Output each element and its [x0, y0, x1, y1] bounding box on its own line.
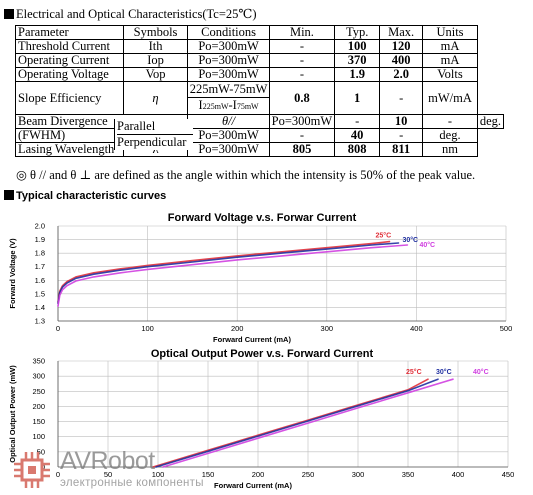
series-line-25c	[152, 378, 429, 468]
unit-cell: deg.	[476, 114, 505, 129]
y-tick-label: 1.7	[35, 262, 45, 271]
typ-cell: 100	[334, 39, 381, 54]
x-tick-label: 400	[410, 324, 423, 333]
y-tick-label: 150	[32, 417, 45, 426]
y-tick-label: 300	[32, 372, 45, 381]
table-row: Operating Current Iop Po=300mW - 370 400…	[15, 53, 504, 68]
param-cell: Beam Divergence	[15, 114, 124, 129]
unit-cell: nm	[422, 142, 478, 157]
typ-cell: 40	[334, 128, 381, 143]
section-title-text: Electrical and Optical Characteristics(T…	[16, 7, 257, 21]
series-label: 30°C	[436, 368, 452, 376]
series-label: 25°C	[376, 232, 392, 240]
square-bullet-icon	[4, 190, 14, 200]
y-tick-label: 1.6	[35, 276, 45, 285]
table-row: Operating Voltage Vop Po=300mW - 1.9 2.0…	[15, 67, 504, 82]
condition-sub2: 75mW	[236, 102, 259, 111]
x-tick-label: 500	[500, 324, 513, 333]
y-axis-label: Optical Output Power (mW)	[8, 365, 17, 463]
condition-i1: I	[198, 98, 203, 112]
series-label: 40°C	[419, 241, 435, 249]
y-tick-label: 2.0	[35, 222, 45, 231]
unit-cell: mA	[422, 39, 478, 54]
y-tick-label: 250	[32, 387, 45, 396]
x-tick-label: 250	[302, 470, 315, 479]
x-tick-label: 300	[321, 324, 334, 333]
characteristics-table: Parameter Symbols Conditions Min. Typ. M…	[15, 25, 505, 157]
table-header-cell: Symbols	[122, 25, 189, 40]
param-text: Beam Divergence	[18, 114, 108, 128]
series-label: 30°C	[402, 236, 418, 244]
condition-bottom: I225mW-I75mW	[188, 98, 268, 114]
x-tick-label: 400	[452, 470, 465, 479]
divergence-sub-cells: Parallel Perpendicular	[114, 119, 193, 150]
x-tick-label: 350	[402, 470, 415, 479]
param-cell: Threshold Current	[15, 39, 124, 54]
table-header-cell: Conditions	[187, 25, 270, 40]
condition-cell: Po=300mW	[187, 53, 270, 68]
series-label: 40°C	[473, 368, 489, 376]
x-tick-label: 150	[202, 470, 215, 479]
typ-cell: 1.9	[334, 67, 381, 82]
series-line-40c	[162, 378, 454, 468]
x-axis-label: Forward Current (mA)	[213, 335, 291, 344]
chart-2: Optical Output Power v.s. Forward Curren…	[8, 348, 514, 490]
max-cell: 811	[379, 142, 424, 157]
parallel-label: Parallel	[117, 119, 193, 135]
y-axis-label: Forward Voltage (V)	[8, 238, 17, 309]
y-tick-label: 1.5	[35, 289, 45, 298]
condition-i2: -I	[228, 98, 237, 112]
param-cell: Operating Current	[15, 53, 124, 68]
y-tick-label: 1.3	[35, 317, 45, 326]
chart-title: Optical Output Power v.s. Forward Curren…	[151, 348, 374, 360]
y-tick-label: 50	[37, 447, 45, 456]
y-tick-label: 350	[32, 357, 45, 366]
y-tick-label: 200	[32, 402, 45, 411]
y-tick-label: 100	[32, 432, 45, 441]
x-tick-label: 100	[141, 324, 154, 333]
x-tick-label: 200	[252, 470, 265, 479]
series-line-30c	[155, 378, 439, 468]
y-tick-label: 1.9	[35, 235, 45, 244]
x-tick-label: 300	[352, 470, 365, 479]
x-tick-label: 450	[502, 470, 515, 479]
angle-definition-note: ◎ θ // and θ ⊥ are defined as the angle …	[16, 168, 476, 182]
table-row: Beam Divergence θ// Po=300mW - 10 - deg.	[15, 114, 505, 129]
electrical-optical-section-title: Electrical and Optical Characteristics(T…	[4, 7, 257, 21]
max-cell: 120	[379, 39, 424, 54]
chart-title: Forward Voltage v.s. Forwar Current	[168, 212, 357, 224]
y-tick-label: 0	[41, 463, 45, 472]
perpendicular-label: Perpendicular	[117, 135, 187, 149]
y-tick-label: 1.8	[35, 249, 45, 258]
param-cell: Lasing Wavelength*	[15, 142, 124, 157]
series-line-30c	[57, 242, 400, 305]
section-title-text: Typical characteristic curves	[16, 190, 167, 202]
x-tick-label: 0	[56, 470, 60, 479]
table-row: Slope Efficiency η 225mW-75mW I225mW-I75…	[15, 81, 504, 115]
condition-top: 225mW-75mW	[188, 82, 269, 98]
x-tick-label: 0	[56, 324, 60, 333]
square-bullet-icon	[4, 9, 14, 19]
y-tick-label: 1.4	[35, 303, 45, 312]
unit-cell: deg.	[422, 128, 478, 143]
chart-1: Forward Voltage v.s. Forwar Current 0 100 2…	[8, 212, 512, 344]
curves-section-title: Typical characteristic curves	[4, 189, 166, 203]
condition-cell: 225mW-75mW I225mW-I75mW	[187, 81, 270, 115]
condition-sub1: 225mW	[202, 102, 229, 111]
symbol-cell: η	[122, 81, 189, 115]
table-header-cell: Parameter	[15, 25, 124, 40]
condition-cell: Po=300mW	[187, 142, 270, 157]
x-tick-label: 200	[231, 324, 244, 333]
series-line-40c	[57, 244, 409, 307]
x-axis-label: Forward Current (mA)	[214, 481, 292, 490]
min-cell: 805	[268, 142, 336, 157]
series-label: 25°C	[406, 368, 422, 376]
x-tick-label: 50	[104, 470, 112, 479]
table-header-row: Parameter Symbols Conditions Min. Typ. M…	[15, 25, 504, 40]
table-header-cell: Units	[422, 25, 478, 40]
x-tick-label: 100	[152, 470, 165, 479]
series-line-25c	[57, 240, 391, 303]
